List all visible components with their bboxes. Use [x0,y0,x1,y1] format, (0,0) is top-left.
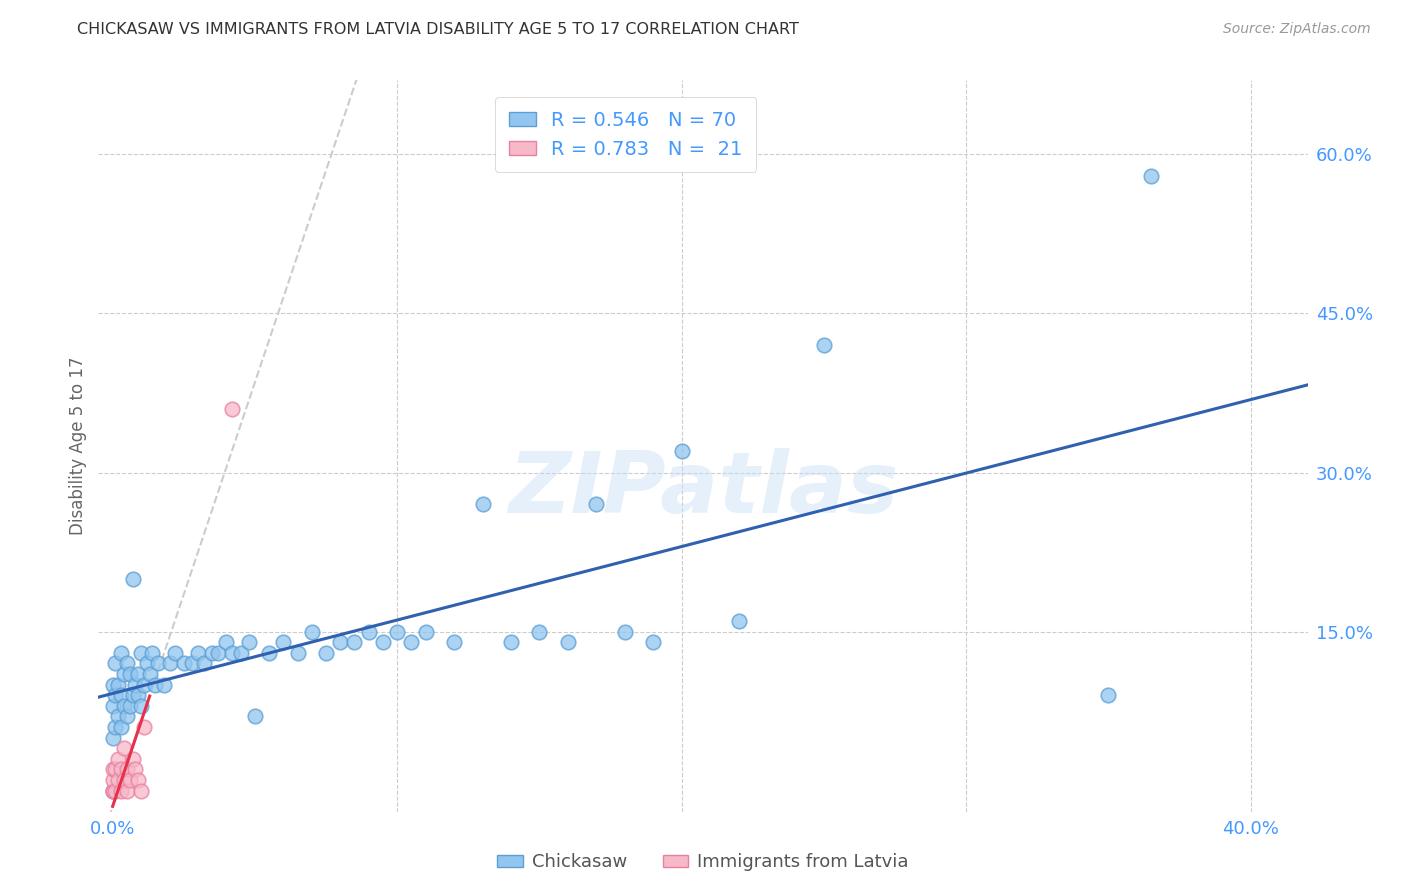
Point [101,762,124,776]
Point [135,657,157,671]
Point [104,720,127,734]
Point [115,709,138,723]
Point [229,646,252,660]
Point [385,624,408,639]
Point [557,635,579,649]
Point [415,624,437,639]
Point [207,646,229,660]
Point [127,667,149,681]
Point [243,709,266,723]
Point [221,646,243,660]
Point [159,657,181,671]
Point [110,783,132,797]
Point [357,624,380,639]
Point [301,624,323,639]
Text: Source: ZipAtlas.com: Source: ZipAtlas.com [1223,22,1371,37]
Point [121,688,143,702]
Point [529,624,551,639]
Point [215,635,238,649]
Point [471,497,494,511]
Point [115,657,138,671]
Point [101,783,124,797]
Point [201,646,224,660]
Point [146,657,169,671]
Point [118,698,141,713]
Point [101,772,124,787]
Point [101,677,124,691]
Text: ZIPatlas: ZIPatlas [508,449,898,532]
Point [101,731,124,745]
Point [193,657,215,671]
Point [585,497,607,511]
Point [107,677,129,691]
Point [315,646,337,660]
Legend: R = 0.546   N = 70, R = 0.783   N =  21: R = 0.546 N = 70, R = 0.783 N = 21 [495,97,756,172]
Point [129,698,152,713]
Text: CHICKASAW VS IMMIGRANTS FROM LATVIA DISABILITY AGE 5 TO 17 CORRELATION CHART: CHICKASAW VS IMMIGRANTS FROM LATVIA DISA… [77,22,799,37]
Point [173,657,195,671]
Legend: Chickasaw, Immigrants from Latvia: Chickasaw, Immigrants from Latvia [491,847,915,879]
Point [443,635,465,649]
Point [118,772,141,787]
Point [107,709,129,723]
Point [110,646,132,660]
Point [115,783,138,797]
Point [287,646,309,660]
Point [138,667,160,681]
Point [813,338,835,352]
Point [257,646,280,660]
Point [132,720,155,734]
Point [273,635,295,649]
Point [124,677,146,691]
Point [141,646,163,660]
Point [613,624,636,639]
Point [104,762,127,776]
Point [643,635,665,649]
Point [101,783,124,797]
Point [101,698,124,713]
Point [238,635,260,649]
Y-axis label: Disability Age 5 to 17: Disability Age 5 to 17 [69,357,87,535]
Point [107,772,129,787]
Point [101,783,124,797]
Point [165,646,187,660]
Point [371,635,394,649]
Point [104,783,127,797]
Point [104,688,127,702]
Point [499,635,522,649]
Point [121,752,143,766]
Point [129,783,152,797]
Point [112,772,135,787]
Point [127,688,149,702]
Point [1140,169,1163,183]
Point [1097,688,1119,702]
Point [181,657,204,671]
Point [121,572,143,586]
Point [112,667,135,681]
Point [110,720,132,734]
Point [129,646,152,660]
Point [112,741,135,756]
Point [727,614,749,628]
Point [401,635,423,649]
Point [127,772,149,787]
Point [107,752,129,766]
Point [187,646,209,660]
Point [671,444,693,458]
Point [343,635,366,649]
Point [329,635,352,649]
Point [110,762,132,776]
Point [132,677,155,691]
Point [112,698,135,713]
Point [153,677,176,691]
Point [118,667,141,681]
Point [221,401,243,416]
Point [104,657,127,671]
Point [110,688,132,702]
Point [143,677,166,691]
Point [124,762,146,776]
Point [115,762,138,776]
